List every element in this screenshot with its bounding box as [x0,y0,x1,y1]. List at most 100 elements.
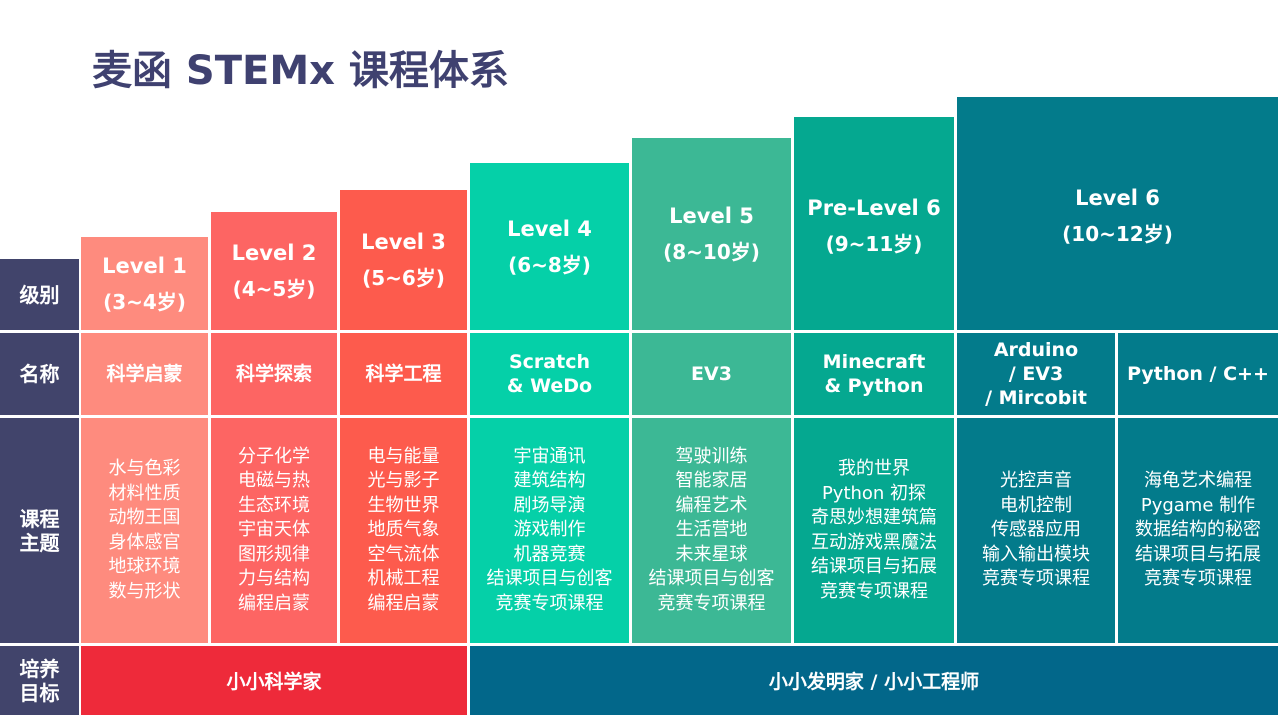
topic-item: 力与结构 [238,568,310,590]
course-topics-7: 光控声音 电机控制 传感器应用 输入输出模块 竞赛专项课程 [957,418,1115,643]
course-name-text: Minecraft [822,351,926,373]
level-box-1: Level 1 (3~4岁) [81,237,208,330]
level-age: (8~10岁) [663,240,760,264]
course-name-text: Arduino [993,339,1079,361]
topic-item: 电磁与热 [238,470,310,492]
goal-band-scientist: 小小科学家 [81,646,467,715]
topic-item: 结课项目与创客 [486,568,613,590]
course-name-2: 科学探索 [211,333,337,415]
level-name: Level 2 [231,241,317,265]
topic-item: 机器竞赛 [513,543,586,565]
row-label-level: 级别 [0,259,79,330]
level-box-4: Level 4 (6~8岁) [470,163,629,330]
topic-item: 奇思妙想建筑篇 [811,507,937,528]
course-name-1: 科学启蒙 [81,333,208,415]
course-name-text: 科学工程 [365,363,442,385]
course-topics-5: 驾驶训练 智能家居 编程艺术 生活营地 未来星球 结课项目与创客 竞赛专项课程 [632,418,791,643]
topic-item: 分子化学 [238,445,310,467]
topic-item: 互动游戏黑魔法 [811,531,937,553]
course-name-text: EV3 [691,363,732,385]
topic-item: 生活营地 [675,519,748,541]
topic-item: 输入输出模块 [982,543,1090,565]
course-topics-1: 水与色彩 材料性质 动物王国 身体感官 地球环境 数与形状 [81,418,208,643]
level-box-pre6: Pre-Level 6 (9~11岁) [794,117,954,330]
course-name-text: Scratch [508,351,590,373]
topic-item: 建筑结构 [513,470,586,492]
topic-item: 宇宙天体 [238,519,310,541]
topic-item: 剧场导演 [513,494,586,516]
course-topics-2: 分子化学 电磁与热 生态环境 宇宙天体 图形规律 力与结构 编程启蒙 [211,418,337,643]
topic-item: 地质气象 [367,519,440,541]
course-name-text: & Python [824,375,924,397]
level-age: (5~6岁) [362,266,445,290]
topic-item: 动物王国 [108,507,181,528]
topic-item: 编程启蒙 [238,592,310,614]
level-name: Level 6 [1075,186,1160,210]
course-name-text: & WeDo [506,375,593,397]
topic-item: 我的世界 [838,458,910,479]
row-label-goal-line1: 培养 [19,656,60,681]
topic-item: 游戏制作 [513,519,586,541]
level-name: Level 3 [361,230,446,254]
topic-item: 数据结构的秘密 [1135,519,1261,541]
level-name: Pre-Level 6 [807,196,941,220]
level-box-6: Level 6 (10~12岁) [957,97,1278,330]
course-name-8: Python / C++ [1118,333,1278,415]
topic-item: 光与影子 [367,470,440,492]
row-label-goal: 培养 目标 [0,646,79,715]
row-label-topics-line2: 主题 [19,530,60,555]
course-name-text: / EV3 [1008,363,1064,385]
page-title: 麦函 STEMx 课程体系 [92,48,509,94]
topic-item: 电机控制 [1000,494,1072,516]
topic-item: 地球环境 [108,556,181,577]
goal-band-inventor-engineer: 小小发明家 / 小小工程师 [470,646,1278,715]
row-label-goal-line2: 目标 [19,680,60,705]
course-name-text: Python / C++ [1127,363,1269,385]
course-name-text: / Mircobit [985,387,1087,409]
row-label-name: 名称 [0,333,79,415]
topic-item: 竞赛专项课程 [495,592,604,614]
level-name: Level 5 [669,204,754,228]
topic-item: 材料性质 [108,482,181,504]
goal-label: 小小科学家 [226,671,322,693]
topic-item: 智能家居 [675,470,748,492]
topic-item: 数与形状 [108,580,181,602]
course-name-text: 科学探索 [235,363,312,385]
topic-item: 水与色彩 [108,458,181,479]
level-box-5: Level 5 (8~10岁) [632,138,791,330]
course-topics-3: 电与能量 光与影子 生物世界 地质气象 空气流体 机械工程 编程启蒙 [340,418,467,643]
topic-item: Pygame 制作 [1140,494,1256,516]
topic-item: 未来星球 [675,543,748,565]
row-label-topics-line1: 课程 [19,506,60,531]
course-name-3: 科学工程 [340,333,467,415]
topic-item: 机械工程 [367,568,440,590]
level-age: (9~11岁) [825,232,923,256]
level-age: (10~12岁) [1062,222,1173,246]
level-name: Level 4 [507,216,592,241]
topic-item: Python 初探 [821,482,927,504]
topic-item: 海龟艺术编程 [1144,470,1252,492]
course-name-text: 科学启蒙 [106,363,183,385]
topic-item: 生态环境 [238,494,310,516]
topic-item: 结课项目与创客 [648,568,775,590]
topic-item: 光控声音 [1000,470,1072,492]
topic-item: 生物世界 [367,494,440,516]
topic-item: 编程艺术 [675,494,748,516]
row-label-level-text: 级别 [19,282,60,307]
course-name-4: Scratch & WeDo [470,333,629,415]
level-box-3: Level 3 (5~6岁) [340,190,467,330]
topic-item: 图形规律 [238,543,310,565]
topic-item: 结课项目与拓展 [1135,543,1261,565]
topic-item: 竞赛专项课程 [982,568,1090,590]
topic-item: 竞赛专项课程 [820,580,928,602]
row-label-name-text: 名称 [19,362,60,386]
topic-item: 宇宙通讯 [513,445,586,467]
course-topics-4: 宇宙通讯 建筑结构 剧场导演 游戏制作 机器竞赛 结课项目与创客 竞赛专项课程 [470,418,629,643]
level-age: (4~5岁) [232,277,316,301]
level-name: Level 1 [102,253,187,278]
topic-item: 驾驶训练 [675,445,748,467]
course-name-7: Arduino / EV3 / Mircobit [957,333,1115,415]
level-box-2: Level 2 (4~5岁) [211,212,337,330]
course-name-6: Minecraft & Python [794,333,954,415]
topic-item: 身体感官 [108,531,181,553]
